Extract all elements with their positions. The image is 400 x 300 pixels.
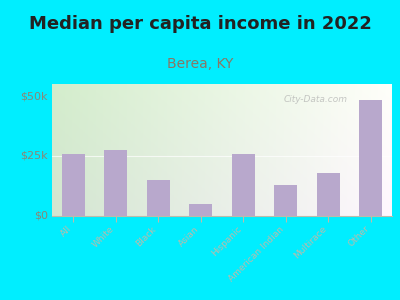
Bar: [62, 154, 85, 216]
Bar: [274, 185, 298, 216]
Text: $50k: $50k: [20, 91, 48, 101]
Text: Berea, KY: Berea, KY: [167, 57, 233, 71]
Bar: [189, 204, 212, 216]
Bar: [104, 150, 128, 216]
Bar: [146, 180, 170, 216]
Text: City-Data.com: City-Data.com: [283, 95, 347, 104]
Bar: [316, 173, 340, 216]
Bar: [232, 154, 255, 216]
Text: Median per capita income in 2022: Median per capita income in 2022: [28, 15, 372, 33]
Text: $25k: $25k: [20, 151, 48, 161]
Text: $0: $0: [34, 211, 48, 221]
Bar: [359, 100, 382, 216]
